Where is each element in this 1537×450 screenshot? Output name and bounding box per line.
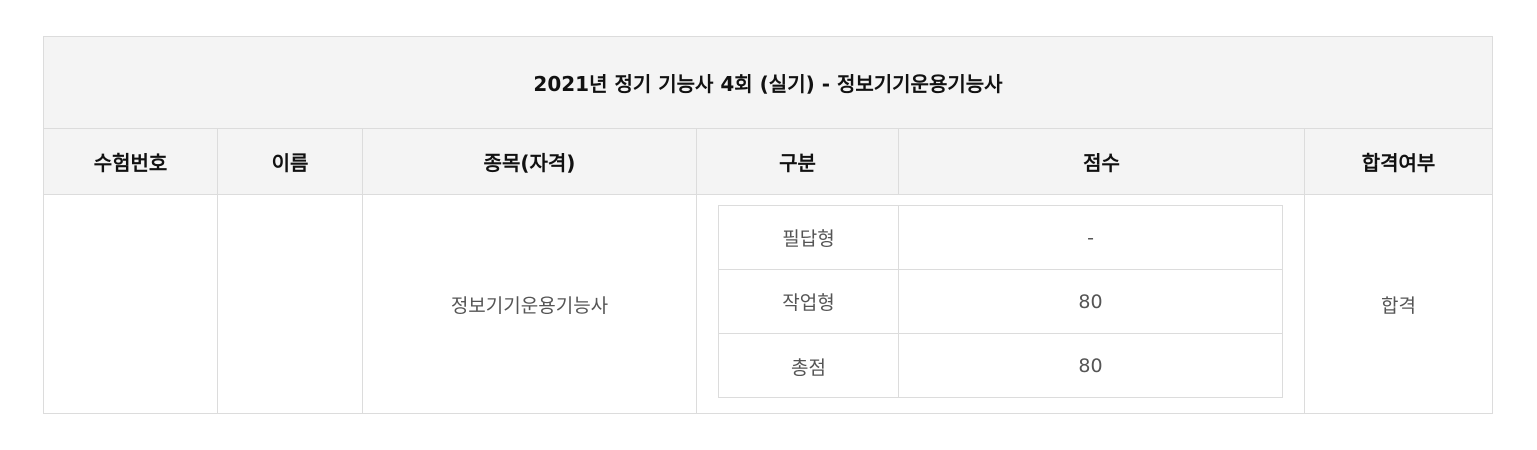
score-value: 80: [1078, 355, 1103, 377]
cell-exam-number: [44, 195, 218, 413]
score-value: -: [1087, 226, 1094, 249]
cell-name: [218, 195, 363, 413]
header-exam-number: 수험번호: [44, 129, 218, 194]
header-subject: 종목(자격): [363, 129, 697, 194]
header-name: 이름: [218, 129, 363, 194]
score-row-total: 총점 80: [719, 334, 1282, 398]
cell-score-group: [697, 195, 1305, 413]
header-pass-status: 합격여부: [1361, 151, 1436, 175]
score-row-written: 필답형 -: [719, 206, 1282, 270]
score-row-practical: 작업형 80: [719, 270, 1282, 334]
header-score: 점수: [899, 129, 1305, 194]
score-value: 80: [1078, 290, 1103, 313]
score-category-label: 작업형: [719, 270, 899, 333]
table-row: 정보기기운용기능사 합격: [44, 195, 1492, 413]
table-title: 2021년 정기 기능사 4회 (실기) - 정보기기운용기능사: [44, 37, 1492, 129]
cell-subject: 정보기기운용기능사: [363, 195, 697, 413]
header-category: 구분: [697, 129, 899, 194]
header-row: 수험번호 이름 종목(자격) 구분 점수 합격여부: [44, 129, 1492, 195]
score-breakdown-table: 필답형 - 작업형 80 총점 80: [718, 205, 1283, 398]
result-table: 2021년 정기 기능사 4회 (실기) - 정보기기운용기능사 수험번호 이름…: [43, 36, 1493, 414]
cell-pass-status: 합격: [1381, 294, 1416, 317]
score-category-label: 총점: [719, 334, 899, 398]
score-category-label: 필답형: [719, 206, 899, 269]
